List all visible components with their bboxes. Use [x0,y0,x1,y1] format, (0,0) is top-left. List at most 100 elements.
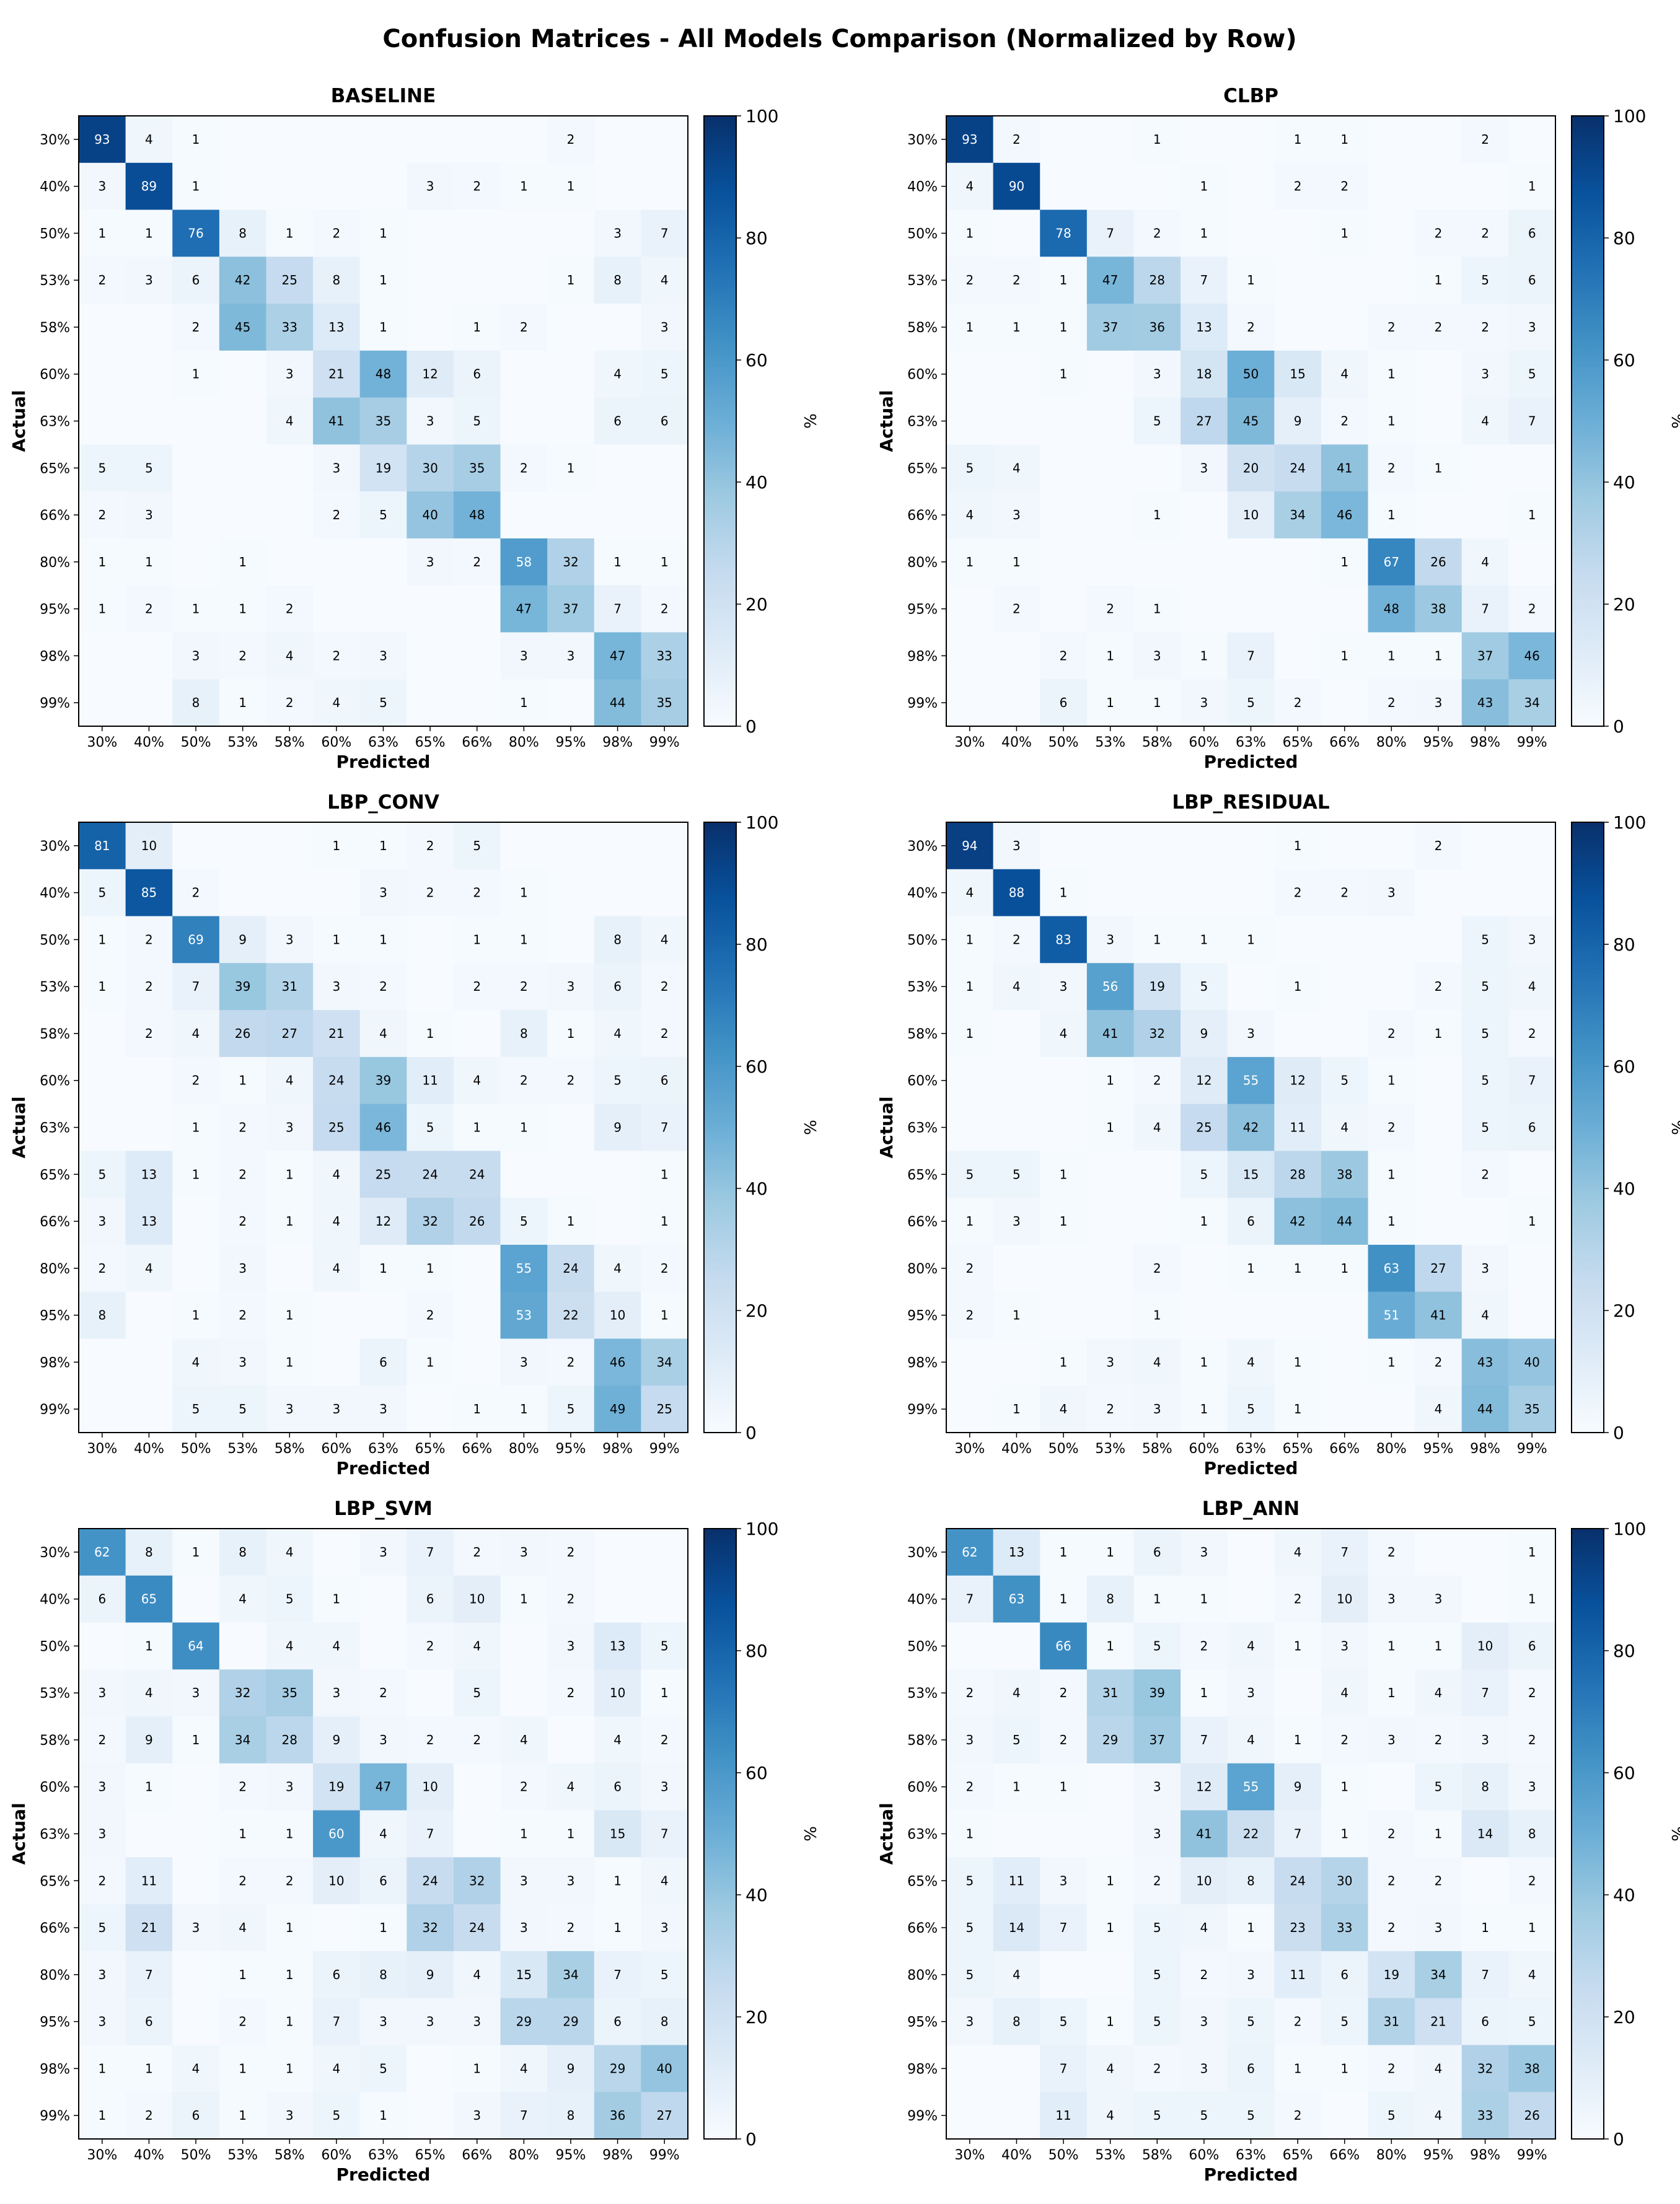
heatmap-cell [993,585,1040,633]
x-tick-label: 50% [1049,1441,1079,1457]
heatmap-cell [1508,1338,1556,1386]
heatmap-cell [1133,963,1181,1011]
cell-value-label: 3 [98,1780,106,1794]
heatmap-cell [1321,538,1369,586]
heatmap-cell [1508,869,1556,917]
cell-value-label: 3 [567,648,575,663]
cell-value-label: 6 [1340,1967,1348,1982]
heatmap-cell [313,1244,361,1293]
cell-value-label: 5 [965,1920,974,1935]
heatmap-cell [500,1244,548,1293]
heatmap-cell [359,1857,407,1905]
heatmap-cell [1040,1056,1088,1105]
heatmap-cell [547,916,595,964]
cell-value-label: 8 [1013,2014,1021,2029]
cell-value-label: 1 [98,2061,106,2076]
cell-value-label: 2 [1060,1685,1068,1700]
heatmap-cell [1133,1104,1181,1151]
cell-value-label: 6 [98,1592,106,1607]
heatmap-cell [172,209,220,257]
heatmap-cell [1227,1763,1275,1811]
heatmap-cell [219,116,267,164]
cell-value-label: 1 [965,932,974,947]
heatmap-cell [1415,632,1462,680]
x-tick-label: 80% [1376,1441,1407,1457]
cell-value-label: 1 [1106,1073,1114,1088]
heatmap-cell [946,1056,994,1105]
y-tick-label: 65% [40,1874,70,1889]
cell-value-label: 1 [1060,320,1068,335]
heatmap-cell [547,1810,595,1858]
cell-value-label: 4 [1435,1402,1443,1416]
heatmap-cell [172,1763,220,1811]
heatmap-cell [453,1951,501,1999]
heatmap-cell [407,116,454,164]
cell-value-label: 66 [1055,1638,1071,1653]
x-tick-label: 40% [1001,2148,1032,2163]
cell-value-label: 21 [1430,2014,1446,2029]
heatmap-cell [1227,585,1275,633]
heatmap-cell [1508,491,1556,539]
cell-value-label: 8 [98,1308,106,1323]
cell-value-label: 4 [965,179,974,194]
x-tick-label: 98% [1470,735,1500,750]
heatmap-cell [219,1951,267,1999]
cell-value-label: 4 [333,1261,341,1276]
heatmap-cell [407,1198,454,1245]
cell-value-label: 2 [965,1261,974,1276]
heatmap-cell [500,822,548,870]
cell-value-label: 24 [422,1873,438,1888]
cell-value-label: 81 [94,838,110,853]
heatmap-cell [125,1529,173,1576]
heatmap-cell [1321,916,1369,964]
heatmap-cell [1040,1575,1088,1623]
heatmap-cell [79,1198,126,1245]
heatmap-cell [547,538,595,586]
cell-value-label: 2 [1435,979,1443,994]
cell-value-label: 7 [661,1827,669,1842]
heatmap-cell [500,1056,548,1105]
cell-value-label: 45 [1243,414,1259,429]
heatmap-cell [219,1575,267,1623]
x-tick-label: 58% [275,1441,305,1457]
cell-value-label: 76 [188,226,203,240]
cell-value-label: 7 [1528,414,1536,429]
heatmap-cell [946,1104,994,1151]
heatmap-cell [79,444,126,492]
cell-value-label: 2 [661,1732,669,1747]
heatmap-cell [594,1716,641,1764]
colorbar-label: % [1668,1826,1680,1842]
cell-value-label: 47 [516,602,532,617]
heatmap-cell [641,1291,688,1340]
heatmap-cell [547,209,595,257]
heatmap-cell [946,632,994,680]
cell-value-label: 1 [1294,1354,1302,1369]
x-tick-label: 50% [1049,2148,1079,2163]
heatmap-cell [453,116,501,164]
heatmap-cell [594,1151,641,1198]
cell-value-label: 3 [98,179,106,194]
cell-value-label: 9 [614,1120,622,1135]
cell-value-label: 1 [1200,1685,1208,1700]
heatmap-cell [79,1010,126,1058]
cell-value-label: 7 [1481,1967,1489,1982]
colorbar-tick-label: 60 [1613,350,1635,371]
heatmap-cell [219,397,267,445]
heatmap-cell [1368,304,1415,351]
cell-value-label: 5 [1340,2014,1348,2029]
heatmap-cell [313,585,361,633]
cell-value-label: 1 [661,1685,669,1700]
cell-value-label: 7 [145,1967,153,1982]
cell-value-label: 6 [1153,1545,1161,1560]
heatmap-cell [946,350,994,398]
heatmap-cell [1133,1151,1181,1198]
heatmap-cell [313,1857,361,1905]
heatmap-cell [407,1575,454,1623]
colorbar-tick-label: 20 [745,594,768,615]
cell-value-label: 4 [239,1592,247,1607]
heatmap-cell [1040,1763,1088,1811]
cell-value-label: 3 [661,1920,669,1935]
cell-value-label: 6 [333,1967,341,1982]
heatmap-cell [1415,444,1462,492]
